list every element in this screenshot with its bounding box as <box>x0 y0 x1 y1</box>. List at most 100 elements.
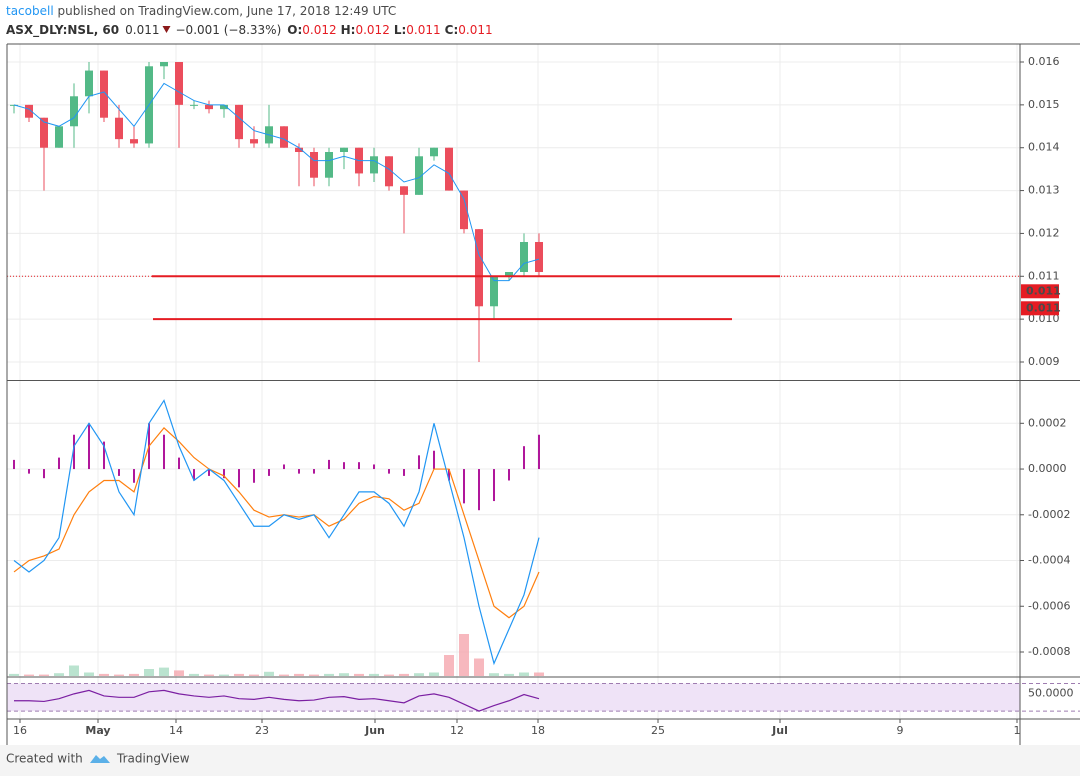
volume-bar <box>414 673 424 676</box>
macd-hist-bar <box>178 457 180 470</box>
candle-body <box>160 62 168 67</box>
volume-bar <box>309 674 319 676</box>
quote-line: ASX_DLY:NSL, 60 0.011 −0.001 (−8.33%) O:0.0… <box>6 23 493 38</box>
y-tick-label: 50.0000 <box>1028 686 1074 699</box>
candle-body <box>370 156 378 174</box>
volume-bar <box>294 673 304 676</box>
macd-hist-bar <box>298 469 300 474</box>
volume-bar <box>144 669 154 676</box>
volume-bar <box>489 673 499 676</box>
candle-body <box>475 229 483 307</box>
y-tick-label: 0.011 <box>1028 269 1060 282</box>
macd-hist-bar <box>403 469 405 476</box>
macd-hist-bar <box>538 434 540 470</box>
volume-bar <box>69 665 79 676</box>
candle-body <box>295 147 303 152</box>
ohlc-value: 0.012 <box>355 23 389 37</box>
candle-body <box>70 96 78 127</box>
macd-hist-bar <box>223 469 225 479</box>
volume-bar <box>9 673 19 676</box>
macd-hist-bar <box>208 469 210 476</box>
x-tick-label: 9 <box>897 724 904 737</box>
volume-bar <box>429 672 439 676</box>
volume-bar <box>114 674 124 676</box>
signal-line <box>13 427 540 619</box>
volume-bar <box>369 673 379 676</box>
candle-body <box>190 104 198 106</box>
macd-hist-bar <box>358 462 360 470</box>
macd-hist-bar <box>523 446 525 470</box>
x-tick-label: 25 <box>651 724 665 737</box>
author[interactable]: tacobell <box>6 4 54 18</box>
candle-body <box>505 272 513 277</box>
macd-hist-bar <box>328 459 330 470</box>
macd-hist-bar <box>253 469 255 483</box>
candle-body <box>430 147 438 157</box>
candle-body <box>115 117 123 140</box>
volume-bar <box>234 673 244 676</box>
ohlc-value: 0.012 <box>302 23 336 37</box>
x-tick-label: 16 <box>13 724 27 737</box>
candle-body <box>535 242 543 272</box>
last: 0.011 <box>125 23 159 37</box>
macd-hist-bar <box>388 469 390 474</box>
ohlc-key: L: <box>394 23 406 37</box>
volume-bar <box>534 672 544 676</box>
macd-hist-bar <box>43 469 45 479</box>
macd-hist-bar <box>313 469 315 474</box>
footer-brand[interactable]: TradingView <box>116 752 190 766</box>
x-tick-label: 23 <box>255 724 269 737</box>
change: −0.001 (−8.33%) <box>176 23 282 37</box>
candle-body <box>40 117 48 148</box>
candle-body <box>175 62 183 105</box>
candle-body <box>220 104 228 110</box>
macd-hist-bar <box>238 469 240 488</box>
candle-body <box>385 156 393 187</box>
ohlc-key: H: <box>341 23 356 37</box>
candle-body <box>100 70 108 118</box>
volume-bar <box>324 673 334 676</box>
x-tick-label: 18 <box>531 724 545 737</box>
volume-bar <box>99 673 109 676</box>
macd-hist-bar <box>508 469 510 481</box>
volume-bar <box>504 673 514 676</box>
macd-hist-bar <box>463 469 465 504</box>
candle-body <box>130 139 138 144</box>
y-tick-label: -0.0002 <box>1028 508 1070 521</box>
y-tick-label: 0.014 <box>1028 141 1060 154</box>
volume-bar <box>459 634 469 676</box>
macd-hist-bar <box>13 459 15 470</box>
ohlc-value: 0.011 <box>406 23 440 37</box>
macd-hist-bar <box>493 469 495 502</box>
volume-bar <box>264 671 274 676</box>
rsi-line <box>14 689 540 712</box>
candle-body <box>25 104 33 118</box>
ohlc-key: O: <box>287 23 302 37</box>
y-tick-label: 0.0000 <box>1028 462 1067 475</box>
price-label: 0.011 <box>1026 301 1061 314</box>
macd-hist-bar <box>373 464 375 470</box>
rsi-band <box>7 683 1020 712</box>
logo-icon <box>90 755 110 763</box>
volume-bar <box>384 674 394 676</box>
macd-hist-bar <box>343 462 345 470</box>
macd-hist-bar <box>418 455 420 470</box>
volume-bar <box>159 667 169 676</box>
candle-body <box>490 276 498 307</box>
volume-bar <box>339 673 349 676</box>
symbol: ASX_DLY:NSL, 60 <box>6 23 119 38</box>
x-tick-label: May <box>85 724 110 737</box>
macd-line <box>13 399 540 666</box>
candle-body <box>280 126 288 148</box>
volume-bar <box>219 674 229 676</box>
macd-hist-bar <box>28 469 30 474</box>
footer-text: Created with <box>6 752 83 766</box>
candle-body <box>520 242 528 272</box>
x-tick-label: Jun <box>364 724 385 737</box>
macd-hist-bar <box>103 441 105 470</box>
macd-hist-bar <box>133 469 135 483</box>
volume-bar <box>39 674 49 676</box>
volume-bar <box>519 672 529 676</box>
y-tick-label: -0.0004 <box>1028 554 1070 567</box>
